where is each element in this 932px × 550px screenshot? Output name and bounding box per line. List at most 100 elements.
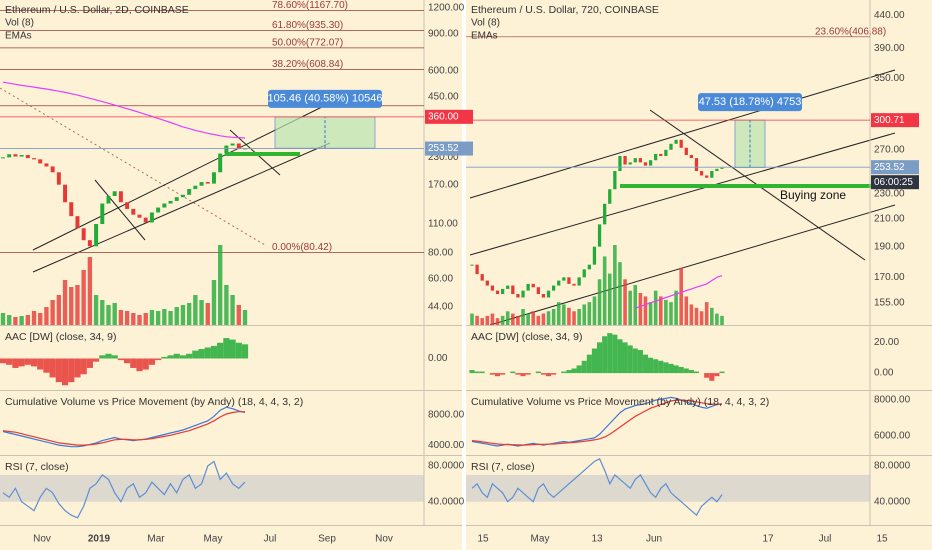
volume-bar [230,295,235,325]
histogram-bar [648,357,654,374]
volume-bar [44,307,49,325]
histogram-bar [510,371,516,374]
candle [710,171,714,178]
candle [94,224,99,247]
candle [475,264,479,275]
histogram-bar [92,358,100,362]
candle [480,274,484,281]
histogram-bar [612,334,618,374]
pane-title: Ethereum / U.S. Dollar, 2D, COINBASE [5,4,189,16]
fib-label: 23.60%(406.88) [815,26,886,37]
histogram-bar [704,373,710,378]
volume-bar [100,300,105,325]
histogram-bar [642,354,649,374]
candle [648,160,653,166]
series-line [2,81,246,139]
volume-bar [490,313,495,325]
histogram-bar [155,358,162,361]
volume-bar [592,296,597,325]
price-marker: 360.00 [428,111,459,122]
volume-bar [720,315,724,325]
volume-bar [613,245,617,325]
volume-bar [704,302,709,325]
volume-bar [495,318,500,325]
left-panel [0,0,462,550]
pane-subtitle: Vol (8) [471,18,500,29]
volume-bar [218,245,223,325]
volume-bar [516,315,520,325]
y-tick-label: 350.00 [874,73,905,84]
histogram-bar [241,344,249,359]
y-tick-label: 1200.00 [428,3,465,14]
histogram-bar [111,355,118,359]
histogram-bar [540,373,546,375]
volume-bar [193,295,198,325]
volume-bar [168,311,173,325]
histogram-bar [581,360,587,374]
annotation: Buying zone [780,188,846,202]
volume-bar [511,313,515,325]
y-tick-label: 80.0000 [428,461,465,472]
candle [168,200,173,204]
trend-line [32,142,331,273]
y-tick-label: 6000.00 [874,431,911,442]
histogram-bar [161,356,168,359]
volume-bar [186,303,192,325]
candle [572,283,576,286]
histogram-bar [663,362,669,374]
y-tick-label: 40.0000 [874,496,911,507]
histogram-bar [479,371,485,374]
y-tick-label: 80.00 [428,247,453,258]
volume-bar [546,311,551,325]
candle [618,156,622,172]
pane-subtitle: EMAs [5,31,32,42]
pane-subtitle: Vol (8) [5,18,34,29]
candle [500,288,505,295]
y-tick-label: 170.00 [874,272,905,283]
volume-bar [648,302,653,325]
candle [552,285,556,291]
volume-bar [38,313,43,325]
y-tick-label: 44.00 [428,301,453,312]
candle [613,171,617,190]
x-tick-label: Mar [147,534,165,545]
histogram-bar [474,371,480,374]
histogram-bar [167,355,174,359]
candle [485,280,489,286]
candle [50,166,55,173]
volume-bar [180,305,186,325]
candle [654,153,658,161]
volume-bar [69,287,74,325]
candle [75,216,80,229]
y-tick-label: 155.00 [874,297,905,308]
y-tick-label: 40.0000 [428,496,465,507]
x-tick-label: Jul [264,534,277,545]
y-tick-label: 0.00 [428,353,448,364]
histogram-bar [469,370,475,374]
fib-label: 61.80%(935.30) [272,20,343,31]
y-tick-label: 900.00 [428,29,459,40]
candle [205,182,210,184]
candle [149,212,154,223]
x-tick-label: 2019 [88,534,111,545]
volume-bar [211,280,217,325]
histogram-bar [210,345,218,359]
y-tick-label: 230.00 [428,152,459,163]
histogram-bar [124,358,131,364]
y-tick-label: 4000.00 [428,440,465,451]
drawings: Buying zone [0,69,896,326]
volume-bar [699,311,704,325]
volume-bar [475,315,479,325]
candle [506,285,510,289]
volume-bar [106,305,111,325]
histogram-bar [489,373,495,375]
volume-bar [582,304,587,325]
histogram-bar [709,373,715,381]
volume-bar [124,311,130,325]
candle [608,189,612,204]
candle [694,158,699,172]
histogram-bar [719,371,725,374]
trend-line [0,87,266,246]
fib-label: 0.00%(80.42) [272,242,332,253]
histogram-bar [658,360,664,374]
